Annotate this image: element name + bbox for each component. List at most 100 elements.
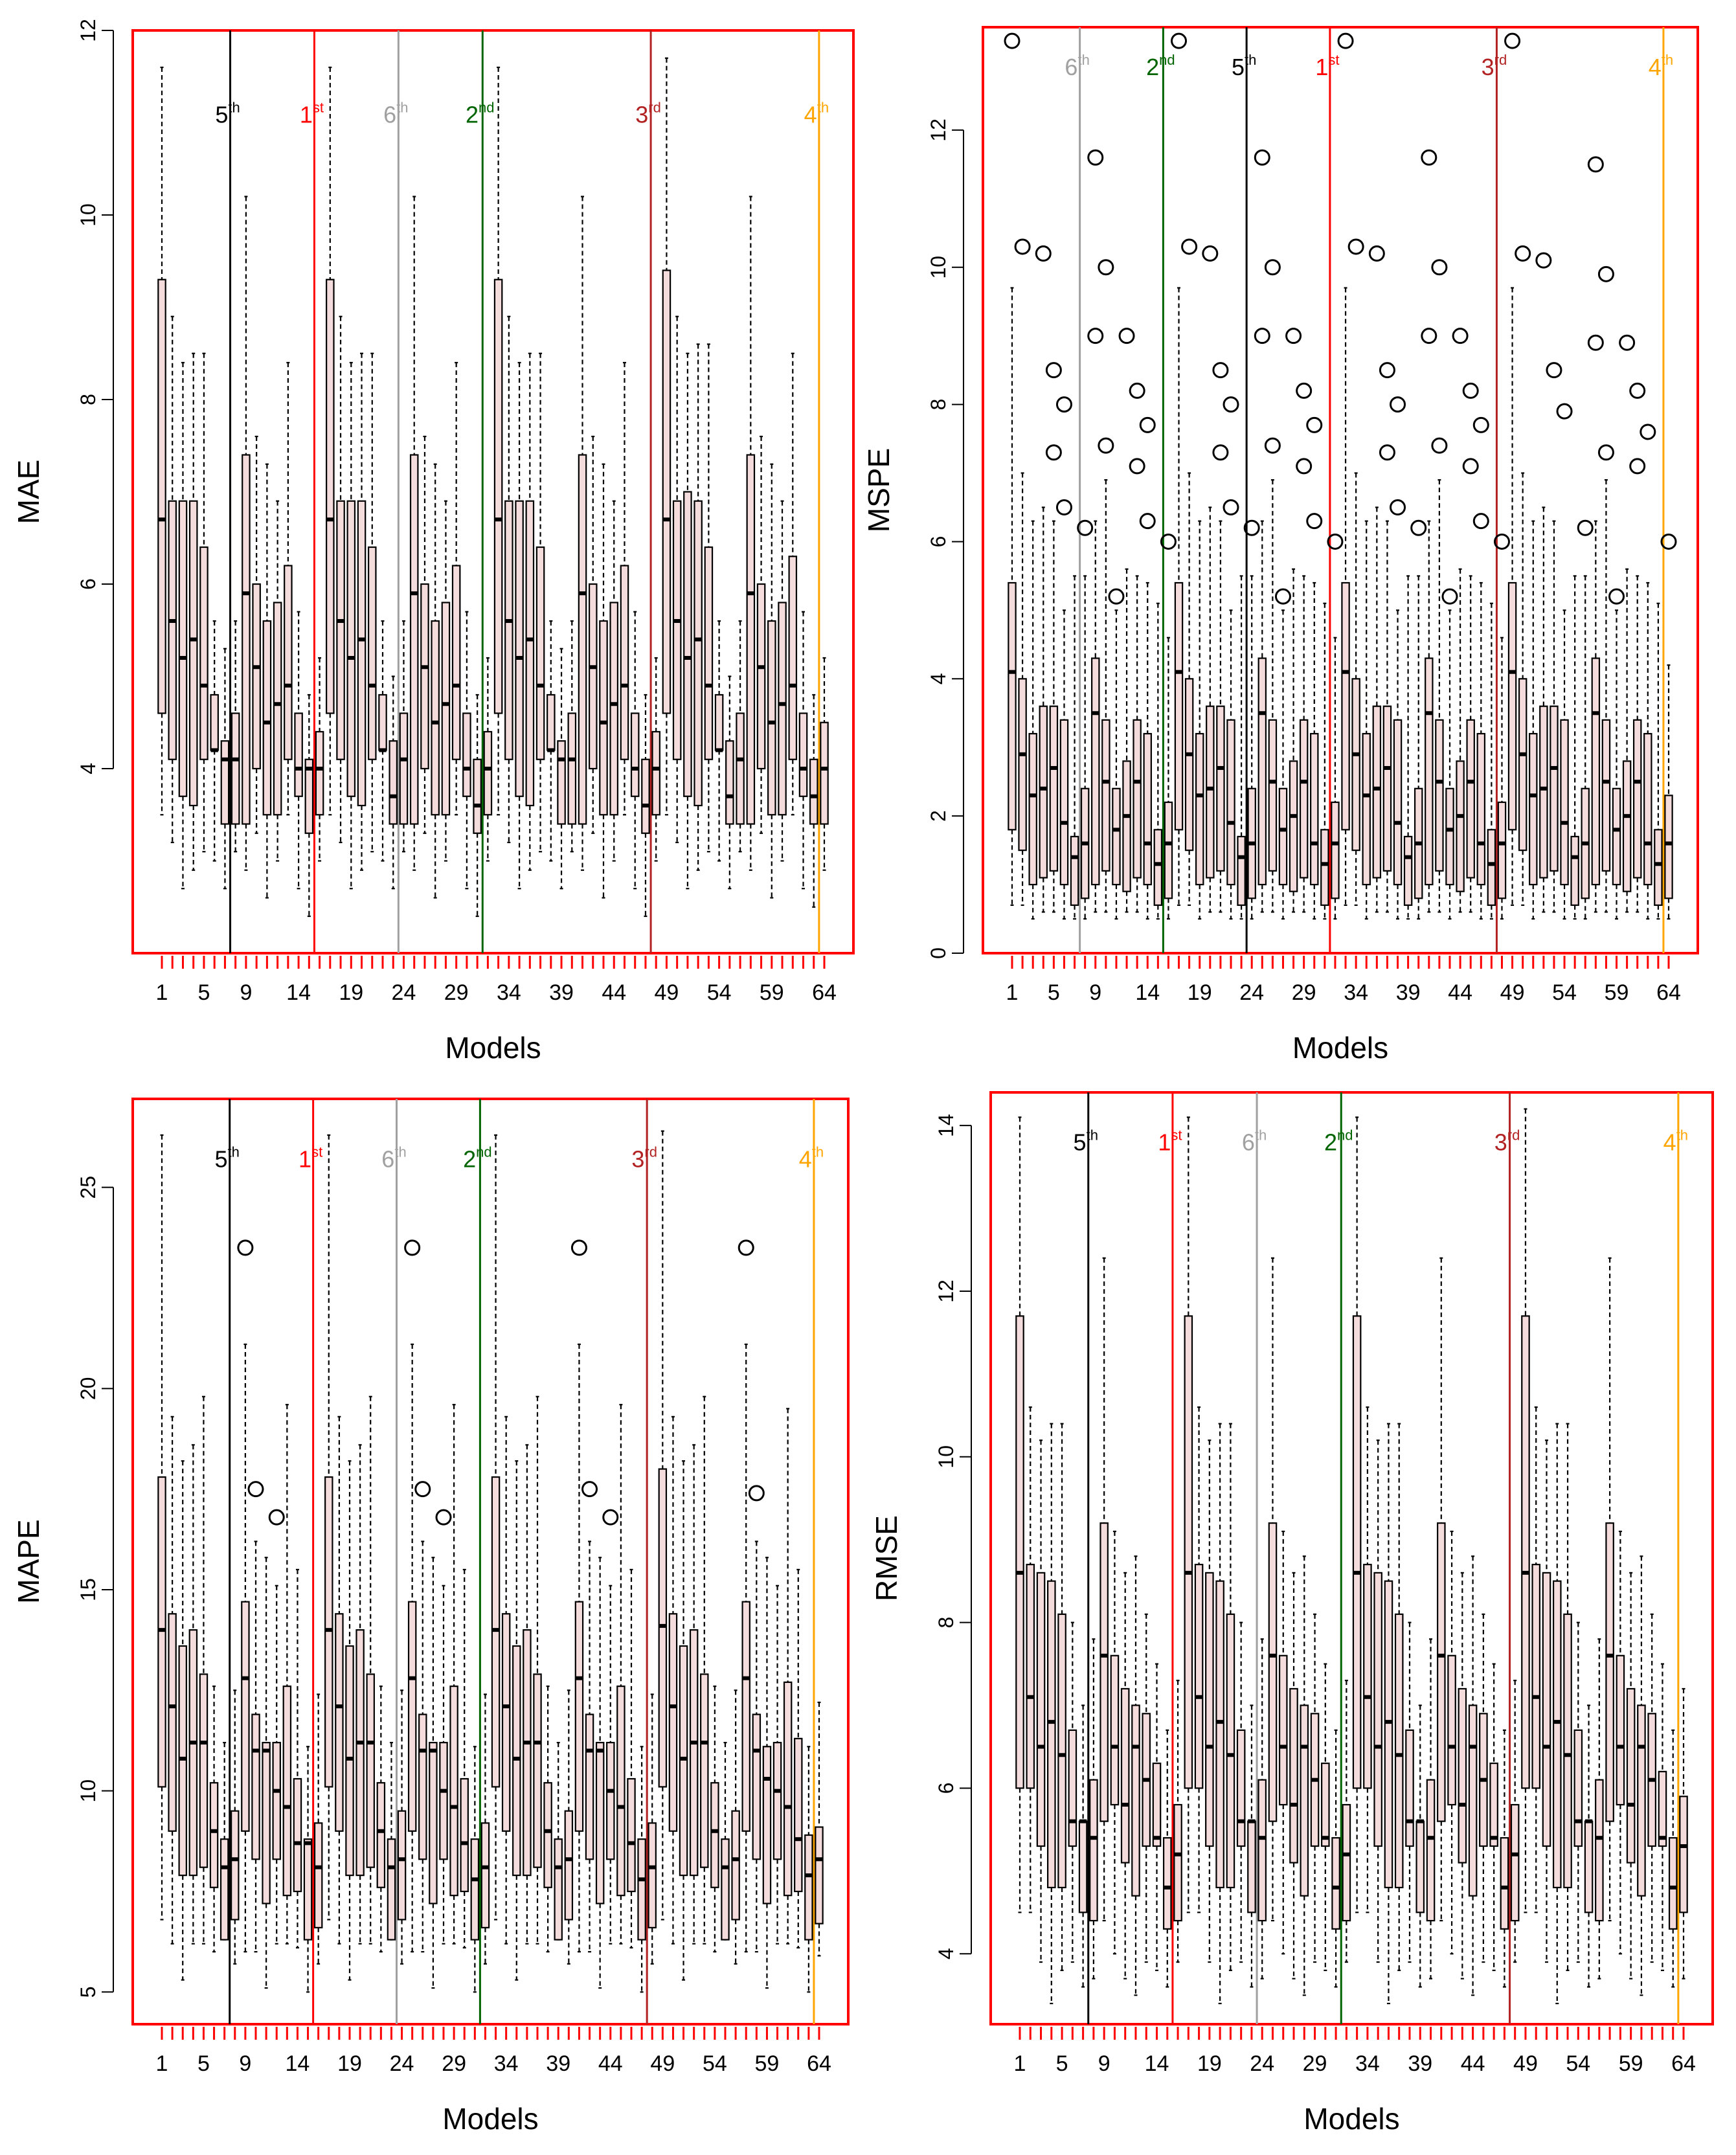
box-11 — [1120, 1572, 1130, 1980]
box-13 — [1142, 1613, 1151, 1963]
x-tick-label: 24 — [1250, 2051, 1274, 2076]
box-iqr — [651, 730, 660, 816]
box-33 — [493, 66, 503, 816]
outlier-point — [1660, 533, 1677, 550]
box-iqr — [1300, 1704, 1309, 1897]
box-60 — [772, 1585, 782, 1945]
box-iqr — [326, 278, 335, 714]
box-iqr — [1049, 705, 1059, 872]
box-32 — [1342, 1680, 1351, 1963]
box-iqr — [535, 546, 545, 760]
box-iqr — [746, 454, 756, 825]
outlier-point — [1202, 245, 1219, 262]
box-12 — [272, 1585, 281, 1945]
box-iqr — [1510, 1803, 1520, 1922]
outlier-point — [1296, 458, 1313, 475]
box-iqr — [595, 1741, 605, 1904]
outlier-point — [1285, 328, 1302, 344]
box-23 — [1247, 1704, 1256, 1988]
y-tick-label: 12 — [76, 19, 100, 42]
box-56 — [1581, 575, 1590, 920]
x-axis-label: Models — [1303, 2102, 1399, 2136]
box-6 — [1059, 609, 1069, 920]
box-60 — [1637, 1555, 1646, 1996]
box-iqr — [788, 556, 798, 760]
box-19 — [345, 1460, 354, 1981]
box-iqr — [1521, 1315, 1530, 1789]
box-33 — [1341, 287, 1350, 906]
box-iqr — [451, 565, 461, 760]
box-18 — [336, 315, 345, 844]
outlier-point — [1546, 362, 1562, 379]
box-59 — [1626, 1572, 1636, 1980]
x-tick-label: 34 — [497, 980, 521, 1005]
outlier-point — [1118, 328, 1135, 344]
box-46 — [627, 1568, 636, 1949]
box-iqr — [627, 1777, 636, 1893]
box-41 — [578, 196, 587, 871]
box-13 — [1133, 575, 1142, 913]
y-tick-label: 10 — [934, 1445, 958, 1469]
x-tick-label: 64 — [807, 2051, 831, 2076]
box-iqr — [1289, 760, 1298, 892]
box-iqr — [418, 1713, 427, 1860]
rank-label: 6th — [383, 100, 408, 128]
box-17 — [1174, 287, 1184, 906]
box-36 — [1384, 1423, 1393, 2005]
box-47 — [637, 1746, 646, 1993]
box-39 — [554, 1741, 563, 1941]
box-52 — [693, 343, 703, 871]
x-tick-label: 39 — [1408, 2051, 1432, 2076]
outlier-point — [1055, 396, 1072, 413]
outlier-point — [1296, 382, 1313, 399]
x-tick-label: 19 — [339, 980, 363, 1005]
box-11 — [1112, 609, 1121, 920]
box-4 — [1039, 506, 1048, 913]
box-iqr — [282, 1686, 292, 1897]
box-iqr — [220, 740, 230, 825]
box-24 — [1257, 1638, 1267, 1980]
y-tick-label: 8 — [934, 1617, 958, 1629]
box-iqr — [1112, 787, 1121, 886]
box-44 — [606, 1585, 615, 1945]
box-iqr — [483, 730, 493, 816]
y-tick-label: 2 — [927, 810, 950, 822]
x-tick-label: 64 — [812, 980, 837, 1005]
box-37 — [533, 1395, 542, 1945]
box-iqr — [1331, 801, 1340, 899]
box-iqr — [397, 1810, 407, 1921]
x-axis-label: Models — [1292, 1031, 1388, 1065]
x-tick-label: 59 — [755, 2051, 780, 2076]
box-iqr — [178, 1645, 187, 1877]
x-tick-label: 54 — [1552, 980, 1577, 1005]
box-iqr — [1552, 1580, 1562, 1889]
box-iqr — [262, 620, 272, 816]
x-tick-label: 54 — [707, 980, 732, 1005]
box-45 — [1466, 575, 1475, 913]
box-47 — [1487, 602, 1496, 920]
box-iqr — [480, 1822, 490, 1928]
box-iqr — [567, 712, 577, 825]
box-iqr — [241, 1601, 250, 1832]
box-1 — [157, 1134, 166, 1921]
box-iqr — [168, 1613, 177, 1832]
box-iqr — [1351, 678, 1360, 852]
box-26 — [1278, 1530, 1288, 1955]
box-iqr — [599, 620, 608, 816]
x-tick-label: 24 — [390, 2051, 414, 2076]
box-1 — [157, 66, 166, 816]
outlier-point — [738, 1239, 754, 1256]
box-iqr — [1120, 1687, 1130, 1864]
x-tick-label: 64 — [1671, 2051, 1696, 2076]
box-iqr — [324, 1476, 333, 1788]
x-tick-label: 1 — [1006, 980, 1019, 1005]
box-iqr — [1131, 1704, 1140, 1897]
box-62 — [798, 611, 808, 890]
box-iqr — [1299, 719, 1309, 879]
box-iqr — [460, 1777, 469, 1893]
box-16 — [1164, 637, 1173, 920]
box-iqr — [1372, 705, 1382, 879]
x-tick-label: 9 — [1098, 2051, 1110, 2076]
box-17 — [1184, 1116, 1193, 1913]
box-53 — [700, 1395, 709, 1945]
